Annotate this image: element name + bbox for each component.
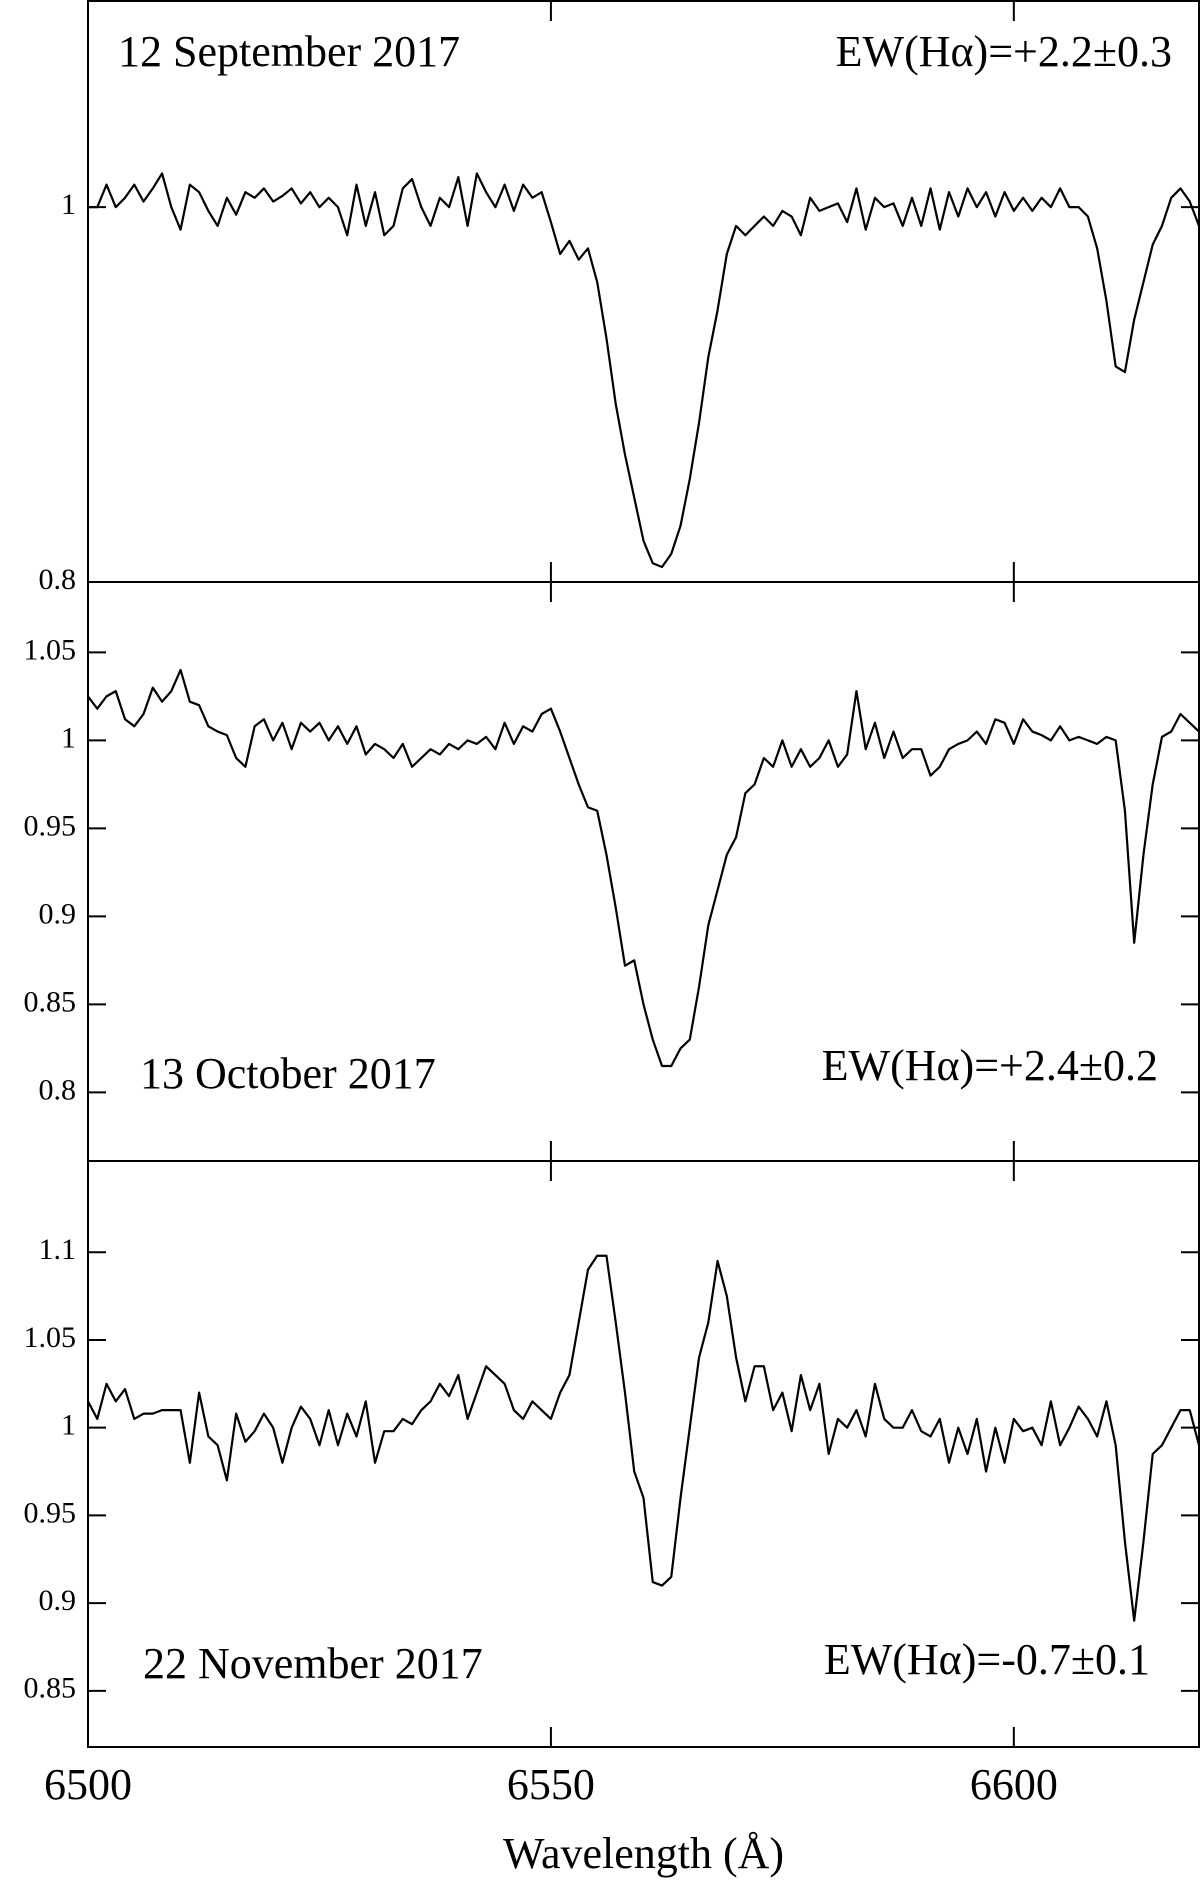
- y-tick-label: 0.95: [24, 809, 77, 842]
- x-tick-label: 6600: [970, 1760, 1058, 1809]
- y-tick-label: 0.9: [39, 1584, 77, 1617]
- spectrum-line: [87, 1254, 1200, 1622]
- y-tick-label: 1.05: [24, 633, 77, 666]
- y-tick-label: 1.1: [39, 1233, 77, 1266]
- y-tick-label: 1: [61, 1409, 76, 1442]
- y-tick-label: 0.8: [39, 563, 77, 596]
- y-tick-label: 1: [61, 721, 76, 754]
- panel-frame: [87, 0, 1200, 583]
- annotation: 13 October 2017: [140, 1049, 436, 1098]
- annotation: EW(Hα)=+2.4±0.2: [822, 1041, 1158, 1090]
- annotation: 22 November 2017: [143, 1639, 483, 1688]
- annotation: EW(Hα)=+2.2±0.3: [836, 27, 1172, 76]
- x-tick-label: 6550: [507, 1760, 595, 1809]
- x-tick-label: 6500: [44, 1760, 132, 1809]
- y-tick-label: 0.85: [24, 1672, 77, 1705]
- panel-frame: [87, 1160, 1200, 1748]
- y-tick-label: 0.8: [39, 1073, 77, 1106]
- spectrum-line: [88, 172, 1200, 569]
- x-axis-label: Wavelength (Å): [503, 1829, 784, 1878]
- annotation: EW(Hα)=-0.7±0.1: [824, 1635, 1150, 1684]
- y-tick-label: 1: [61, 188, 76, 221]
- y-tick-label: 0.9: [39, 897, 77, 930]
- spectrum-line: [87, 668, 1200, 1068]
- y-tick-label: 0.85: [24, 985, 77, 1018]
- y-tick-label: 0.95: [24, 1496, 77, 1529]
- y-tick-label: 1.05: [24, 1321, 77, 1354]
- annotation: 12 September 2017: [118, 27, 460, 76]
